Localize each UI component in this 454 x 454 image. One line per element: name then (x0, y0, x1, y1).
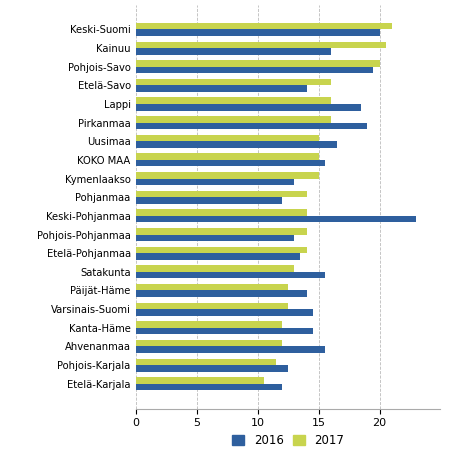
Bar (136, 253, 301, 260)
Bar (136, 79, 331, 85)
Bar (136, 191, 306, 197)
Bar (136, 303, 288, 309)
Bar (136, 98, 331, 104)
Bar (136, 328, 313, 334)
Bar (136, 48, 331, 54)
Bar (136, 42, 385, 48)
Bar (136, 23, 392, 30)
Bar (136, 346, 325, 353)
Bar (136, 309, 313, 316)
Bar (136, 209, 306, 216)
Bar (136, 216, 416, 222)
Bar (136, 384, 282, 390)
Bar (136, 265, 294, 272)
Bar (136, 359, 276, 365)
Bar (136, 228, 306, 235)
Bar (136, 153, 319, 160)
Bar (136, 172, 319, 178)
Bar (136, 135, 319, 141)
Bar (136, 160, 325, 167)
Bar (136, 30, 380, 36)
Bar (136, 272, 325, 278)
Bar (136, 377, 264, 384)
Bar (136, 197, 282, 204)
Bar (136, 365, 288, 371)
Bar (136, 116, 331, 123)
Bar (136, 247, 306, 253)
Bar (136, 284, 288, 291)
Bar (136, 60, 380, 67)
Bar (136, 321, 282, 328)
Bar (136, 85, 306, 92)
Bar (136, 235, 294, 241)
Bar (136, 340, 282, 346)
Bar (136, 104, 361, 110)
Legend: 2016, 2017: 2016, 2017 (232, 434, 344, 447)
Bar (136, 178, 294, 185)
Bar (136, 291, 306, 297)
Bar (136, 123, 367, 129)
Bar (136, 67, 374, 73)
Bar (136, 141, 337, 148)
